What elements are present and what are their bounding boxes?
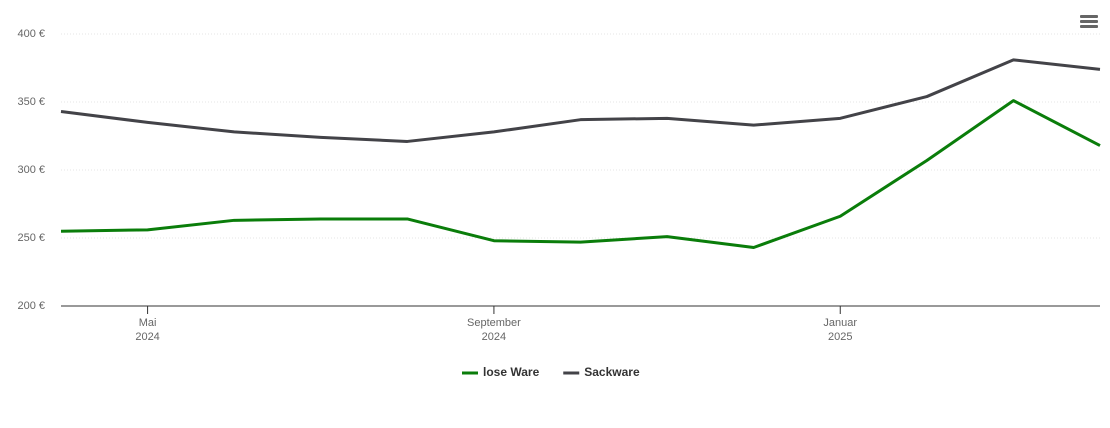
x-tick-label: Januar xyxy=(823,317,857,329)
x-tick-label: 2024 xyxy=(482,331,506,343)
legend-item[interactable]: Sackware xyxy=(563,365,640,379)
x-tick-label: Mai xyxy=(139,317,157,329)
legend-label: Sackware xyxy=(584,365,640,379)
menu-bar xyxy=(1080,20,1098,23)
line-series xyxy=(60,99,1101,250)
y-tick-label: 300 € xyxy=(17,164,45,176)
line-series xyxy=(60,58,1101,143)
menu-button[interactable] xyxy=(1080,15,1098,28)
x-tick-label: 2025 xyxy=(828,331,852,343)
menu-bar xyxy=(1080,15,1098,18)
x-tick-label: 2024 xyxy=(135,331,159,343)
y-tick-label: 350 € xyxy=(17,96,45,108)
x-tick-label: September xyxy=(467,317,521,329)
legend-label: lose Ware xyxy=(483,365,540,379)
y-tick-label: 400 € xyxy=(17,28,45,40)
y-tick-label: 250 € xyxy=(17,232,45,244)
legend-item[interactable]: lose Ware xyxy=(462,365,540,379)
menu-bar xyxy=(1080,25,1098,28)
y-tick-label: 200 € xyxy=(17,300,45,312)
